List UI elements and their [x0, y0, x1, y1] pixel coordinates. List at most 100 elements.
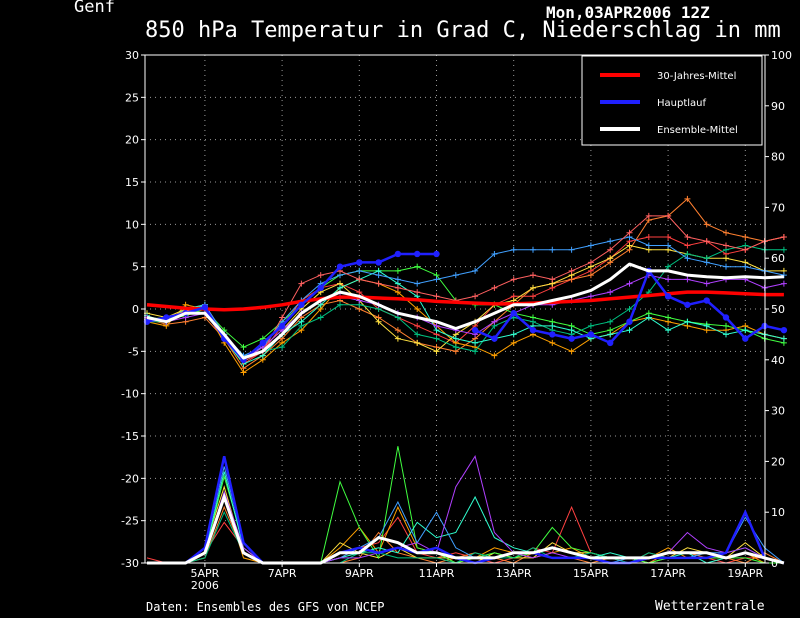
precip-main-line: [147, 456, 785, 565]
member-marker: [684, 318, 691, 325]
y-left-tick-label: 30: [125, 49, 139, 62]
member-marker: [665, 314, 672, 321]
hauptlauf-marker: [433, 250, 440, 258]
y-right-tick-label: 60: [771, 252, 785, 265]
temp-member-line: [146, 236, 785, 365]
y-left-tick-label: 25: [125, 91, 139, 104]
member-marker: [703, 280, 710, 287]
hauptlauf-marker: [742, 335, 749, 342]
member-marker: [433, 276, 440, 283]
member-marker: [703, 238, 710, 245]
member-marker: [723, 263, 729, 270]
member-marker: [414, 263, 421, 270]
member-marker: [414, 339, 421, 346]
member-marker: [587, 242, 594, 249]
member-marker: [414, 306, 421, 312]
member-marker: [568, 267, 575, 274]
legend: 30-Jahres-Mittel Hauptlauf Ensemble-Mittel: [581, 55, 763, 146]
y-left-tick-label: -5: [128, 345, 139, 358]
member-marker: [684, 195, 691, 202]
hauptlauf-marker: [471, 326, 479, 334]
member-marker: [452, 344, 459, 351]
member-marker: [607, 289, 614, 296]
legend-label: Hauptlauf: [657, 98, 706, 109]
member-marker: [780, 246, 787, 253]
member-marker: [394, 267, 401, 274]
member-marker: [665, 242, 672, 249]
member-marker: [645, 234, 652, 241]
member-marker: [530, 272, 536, 279]
member-marker: [279, 314, 286, 321]
member-marker: [742, 327, 749, 334]
member-marker: [703, 221, 710, 228]
member-marker: [587, 322, 594, 329]
member-marker: [375, 280, 382, 287]
hauptlauf-marker: [375, 259, 382, 266]
member-marker: [394, 284, 401, 291]
temp-main-line: [146, 262, 784, 360]
member-marker: [607, 246, 614, 253]
member-marker: [510, 246, 517, 253]
member-marker: [530, 246, 536, 253]
y-left-tick-label: -25: [121, 515, 139, 528]
y-right-tick-label: 80: [771, 151, 785, 164]
member-marker: [356, 289, 363, 296]
member-series: [144, 195, 787, 564]
member-marker: [414, 331, 421, 338]
hauptlauf-marker: [664, 293, 672, 300]
chart-title: 850 hPa Temperatur in Grad C, Niederschl…: [145, 18, 781, 43]
member-marker: [414, 322, 421, 329]
hauptlauf-marker: [684, 301, 691, 308]
member-marker: [298, 280, 305, 287]
y-right-tick-label: 0: [771, 557, 778, 570]
y-left-tick-label: -15: [121, 430, 139, 443]
member-marker: [356, 267, 363, 274]
hauptlauf-marker: [607, 339, 614, 347]
legend-label: Ensemble-Mittel: [657, 125, 738, 136]
member-marker: [626, 280, 633, 287]
member-marker: [607, 255, 614, 262]
main-series: [143, 250, 788, 565]
member-marker: [742, 263, 749, 270]
x-tick-label: 9APR: [345, 567, 374, 580]
temp-member-line: [147, 244, 784, 357]
hauptlauf-marker: [587, 331, 595, 338]
member-marker: [279, 344, 286, 351]
hauptlauf-marker: [201, 304, 209, 311]
member-marker: [472, 267, 479, 274]
hauptlauf-marker: [298, 301, 305, 308]
member-marker: [665, 263, 672, 270]
temp-member-line: [146, 215, 785, 363]
x-tick-label: 5APR: [190, 567, 219, 580]
temp-main-line: [146, 290, 784, 312]
hauptlauf-marker: [278, 322, 286, 330]
x-tick-label: 17APR: [650, 567, 686, 580]
member-marker: [414, 280, 421, 287]
member-marker: [742, 246, 749, 253]
x-tick-label: 7APR: [268, 567, 297, 580]
member-marker: [472, 339, 479, 346]
member-marker: [433, 293, 440, 300]
member-marker: [433, 335, 440, 342]
member-marker: [433, 348, 440, 355]
member-marker: [549, 276, 556, 283]
hauptlauf-marker: [568, 335, 575, 342]
y-left-tick-label: 10: [125, 218, 139, 231]
member-marker: [510, 276, 517, 283]
y-left-tick-label: 20: [125, 134, 139, 147]
hauptlauf-marker: [529, 326, 537, 334]
member-marker: [665, 327, 672, 334]
member-marker: [626, 229, 633, 236]
member-marker: [452, 335, 459, 342]
member-marker: [530, 284, 536, 291]
member-marker: [607, 318, 614, 325]
x-tick-label: 15APR: [573, 567, 609, 580]
member-marker: [626, 306, 633, 312]
member-marker: [394, 335, 401, 342]
member-marker: [723, 242, 729, 249]
y-right-tick-label: 90: [771, 100, 785, 113]
member-marker: [491, 318, 498, 325]
member-marker: [317, 314, 324, 321]
